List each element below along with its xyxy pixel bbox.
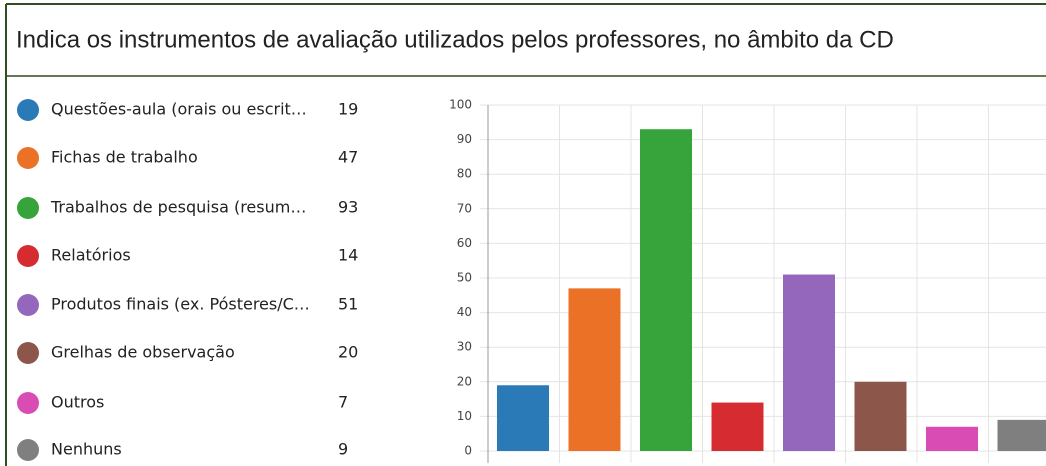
legend-label: Fichas de trabalho bbox=[51, 148, 198, 167]
legend-value: 7 bbox=[338, 393, 348, 412]
y-tick-label: 10 bbox=[457, 409, 472, 423]
legend-value: 9 bbox=[338, 440, 348, 459]
y-tick-label: 40 bbox=[457, 305, 472, 319]
legend-swatch bbox=[17, 197, 39, 219]
y-tick-label: 100 bbox=[449, 98, 472, 112]
bar bbox=[926, 426, 978, 451]
legend-value: 14 bbox=[338, 246, 358, 265]
legend-value: 93 bbox=[338, 198, 358, 217]
legend-value: 51 bbox=[338, 295, 358, 314]
y-tick-label: 20 bbox=[457, 374, 472, 388]
legend-swatch bbox=[17, 245, 39, 267]
legend-value: 19 bbox=[338, 100, 358, 119]
y-tick-label: 90 bbox=[457, 132, 472, 146]
legend-label: Questões-aula (orais ou escrit… bbox=[51, 100, 307, 119]
legend-swatch bbox=[17, 392, 39, 414]
legend-label: Relatórios bbox=[51, 246, 131, 265]
y-tick-label: 50 bbox=[457, 271, 472, 285]
legend-value: 47 bbox=[338, 148, 358, 167]
bar bbox=[783, 274, 835, 451]
y-tick-label: 0 bbox=[464, 444, 472, 458]
bar bbox=[640, 129, 692, 451]
bar bbox=[997, 419, 1046, 451]
legend-swatch bbox=[17, 342, 39, 364]
legend-swatch bbox=[17, 99, 39, 121]
y-tick-label: 70 bbox=[457, 201, 472, 215]
y-tick-label: 30 bbox=[457, 340, 472, 354]
legend-label: Outros bbox=[51, 393, 104, 412]
bar bbox=[854, 381, 907, 451]
legend-swatch bbox=[17, 147, 39, 169]
legend-label: Grelhas de observação bbox=[51, 343, 235, 362]
bar bbox=[711, 402, 764, 451]
legend-swatch bbox=[17, 439, 39, 461]
legend-value: 20 bbox=[338, 343, 358, 362]
y-tick-label: 60 bbox=[457, 236, 472, 250]
y-tick-label: 80 bbox=[457, 167, 472, 181]
bar bbox=[497, 385, 549, 451]
legend-swatch bbox=[17, 294, 39, 316]
legend-label: Produtos finais (ex. Pósteres/C… bbox=[51, 295, 310, 314]
chart-title: Indica os instrumentos de avaliação util… bbox=[16, 26, 894, 53]
bar bbox=[568, 288, 621, 451]
legend-label: Trabalhos de pesquisa (resum… bbox=[50, 198, 306, 217]
legend-label: Nenhuns bbox=[51, 440, 122, 459]
